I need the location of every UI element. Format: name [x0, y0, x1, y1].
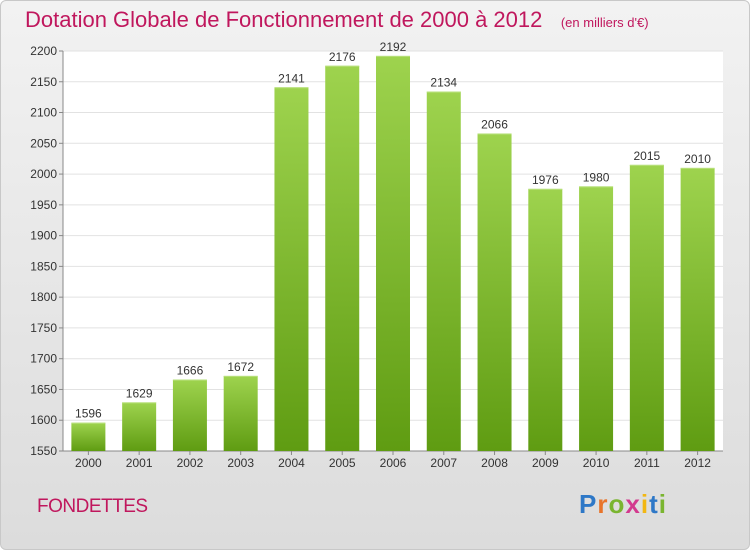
x-tick-label: 2007	[430, 456, 457, 470]
x-tick-label: 2001	[126, 456, 153, 470]
data-label: 2192	[380, 40, 407, 54]
logo-letter: x	[625, 489, 641, 519]
x-tick-label: 2010	[583, 456, 610, 470]
y-tick-label: 2100	[30, 106, 57, 120]
x-tick-label: 2003	[227, 456, 254, 470]
bar	[680, 167, 715, 451]
bar	[629, 164, 664, 451]
logo-letter: o	[608, 489, 626, 519]
bar	[223, 375, 258, 451]
x-tick-label: 2005	[329, 456, 356, 470]
data-label: 2010	[684, 152, 711, 166]
x-tick-label: 2012	[684, 456, 711, 470]
bar	[325, 65, 360, 452]
bar	[528, 188, 563, 451]
x-tick-label: 2004	[278, 456, 305, 470]
logo-letter: P	[579, 489, 598, 519]
logo-letter: i	[658, 489, 667, 519]
data-label: 2066	[481, 117, 508, 131]
data-label: 2141	[278, 71, 305, 85]
bar	[376, 55, 410, 452]
data-label: 1629	[126, 386, 153, 400]
x-tick-label: 2011	[634, 456, 660, 470]
data-label: 2015	[633, 149, 660, 163]
y-tick-label: 2050	[30, 136, 57, 150]
logo-letter: t	[649, 489, 659, 519]
y-tick-label: 2150	[30, 75, 57, 89]
data-label: 1976	[532, 173, 559, 187]
proxiti-logo: Proxiti	[579, 489, 667, 520]
bar	[71, 422, 106, 451]
x-tick-label: 2006	[380, 456, 407, 470]
chart-title: Dotation Globale de Fonctionnement de 20…	[25, 7, 543, 32]
data-label: 1980	[583, 170, 610, 184]
bar	[122, 402, 157, 451]
chart-unit-note: (en milliers d'€)	[560, 15, 649, 30]
y-tick-label: 1700	[30, 352, 57, 366]
y-tick-label: 1750	[30, 321, 57, 335]
y-tick-label: 1900	[30, 229, 57, 243]
data-label: 1672	[227, 360, 254, 374]
bar	[274, 87, 309, 452]
data-label: 2134	[430, 76, 457, 90]
y-tick-label: 1800	[30, 290, 57, 304]
y-tick-label: 1850	[30, 259, 57, 273]
chart-title-row: Dotation Globale de Fonctionnement de 20…	[25, 7, 649, 33]
data-label: 2176	[329, 50, 356, 64]
logo-letter: r	[597, 489, 609, 519]
x-tick-label: 2002	[177, 456, 204, 470]
x-tick-label: 2000	[75, 456, 102, 470]
y-tick-label: 2200	[30, 44, 57, 58]
bar	[579, 186, 614, 451]
y-tick-label: 2000	[30, 167, 57, 181]
data-label: 1596	[75, 407, 102, 421]
bar	[172, 379, 207, 451]
y-tick-label: 1600	[30, 413, 57, 427]
y-tick-label: 1550	[30, 444, 57, 458]
logo-letter: i	[640, 489, 650, 519]
bar	[426, 91, 461, 451]
data-label: 1666	[177, 364, 204, 378]
y-tick-label: 1650	[30, 382, 57, 396]
x-tick-label: 2008	[481, 456, 508, 470]
city-name: FONDETTES	[37, 496, 148, 517]
y-tick-label: 1950	[30, 198, 57, 212]
x-tick-label: 2009	[532, 456, 559, 470]
bar	[477, 133, 512, 451]
